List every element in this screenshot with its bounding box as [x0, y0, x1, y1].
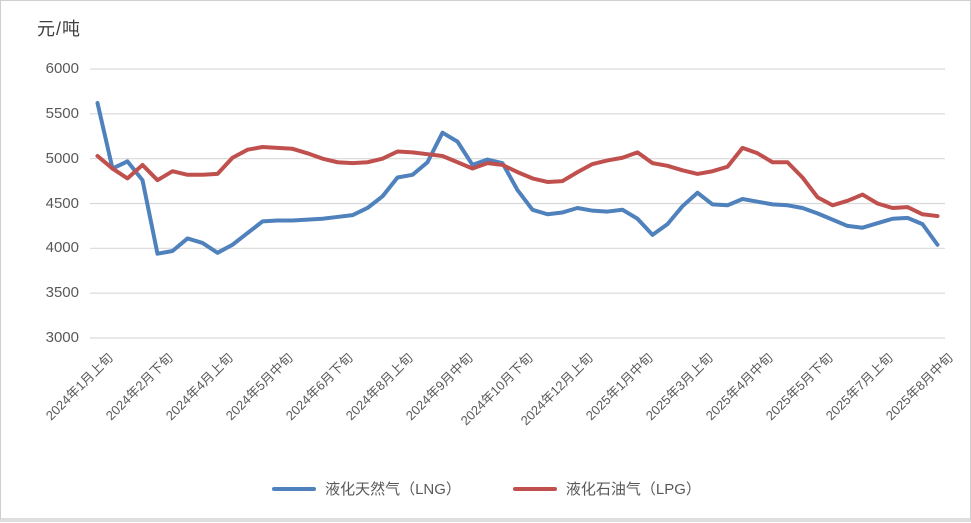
axis-unit-title: 元/吨 — [37, 19, 82, 39]
legend: 液化天然气（LNG） 液化石油气（LPG） — [1, 478, 971, 499]
y-tick-label: 4000 — [45, 239, 79, 257]
lng-series-line[interactable] — [95, 101, 940, 256]
y-tick-label: 4500 — [45, 194, 79, 212]
legend-label-lpg: 液化石油气（LPG） — [565, 481, 701, 498]
y-tick-label: 5000 — [45, 149, 79, 167]
lpg-line-swatch-icon — [512, 486, 557, 491]
y-tick-label: 3500 — [45, 284, 79, 302]
legend-item-lpg[interactable]: 液化石油气（LPG） — [512, 478, 701, 499]
y-tick-label: 3000 — [45, 329, 79, 346]
legend-item-lng[interactable]: 液化天然气（LNG） — [272, 478, 461, 499]
lpg-series-line[interactable] — [95, 145, 940, 219]
y-tick-label: 6000 — [45, 60, 79, 77]
lng-line-swatch-icon — [272, 486, 317, 491]
y-tick-label: 5500 — [45, 104, 79, 122]
legend-label-lng: 液化天然气（LNG） — [325, 481, 461, 498]
